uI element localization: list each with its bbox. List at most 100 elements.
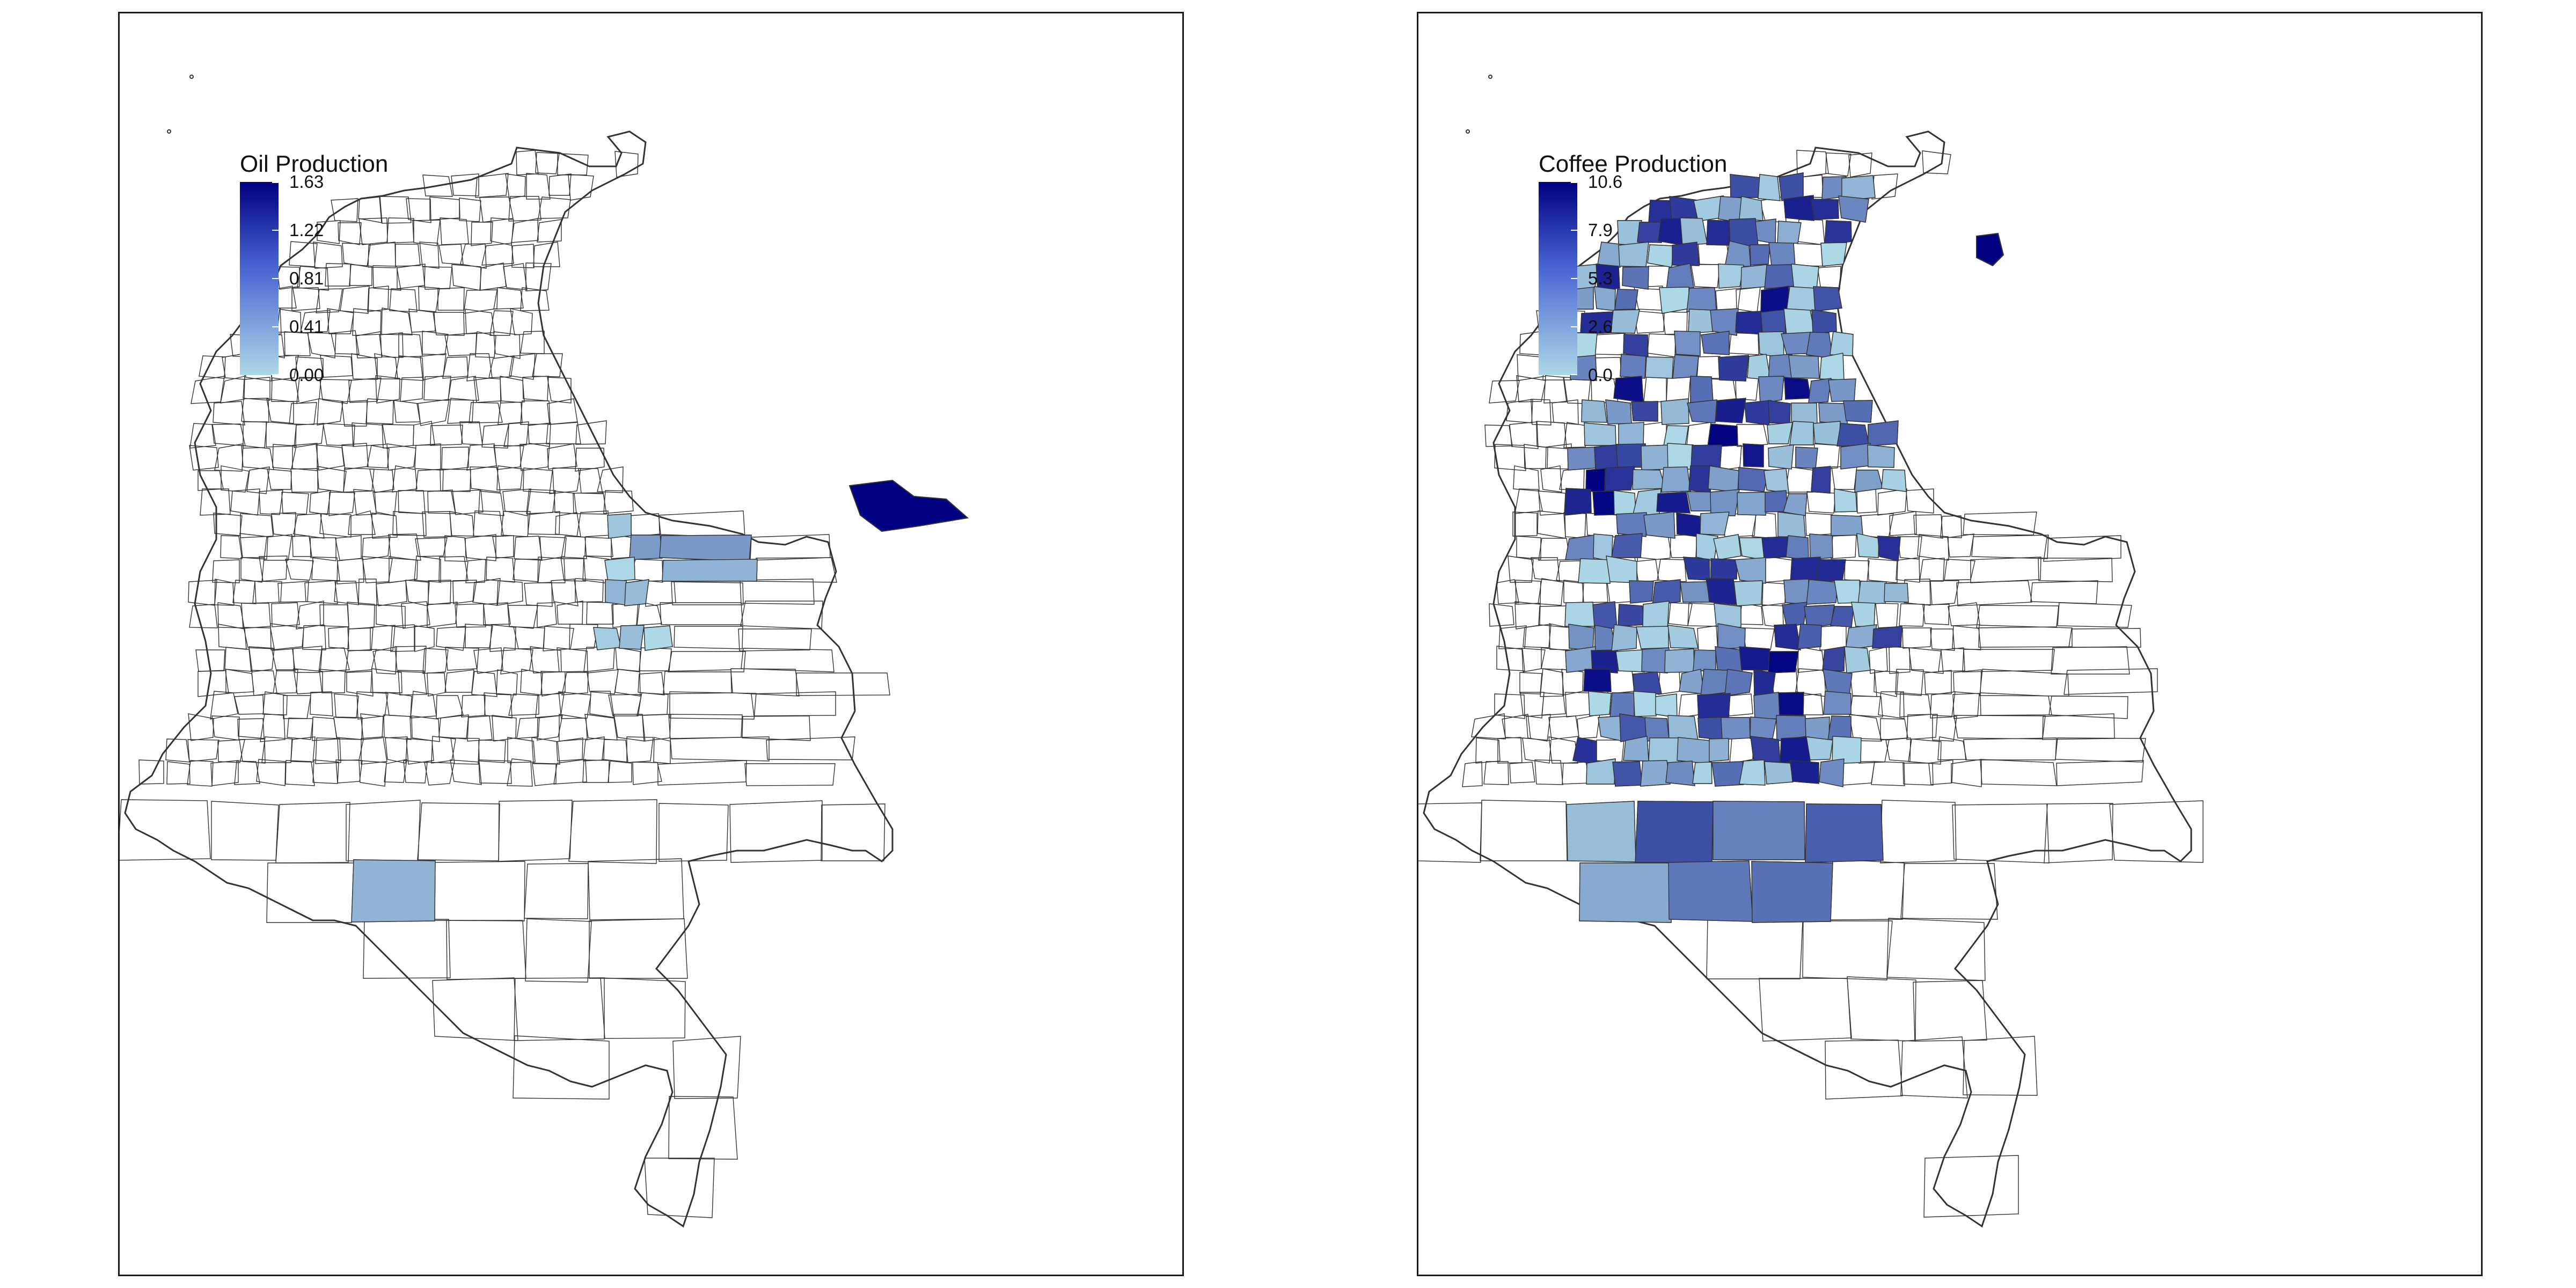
production-region <box>1641 444 1672 471</box>
municipality <box>569 624 598 650</box>
municipality <box>1507 555 1534 583</box>
country-border <box>124 130 894 1228</box>
municipality <box>505 173 526 199</box>
production-region <box>1877 536 1901 561</box>
production-region <box>1737 492 1767 516</box>
municipality <box>1937 736 1967 760</box>
municipality <box>1895 669 1924 696</box>
municipality <box>358 196 382 223</box>
production-region <box>593 627 621 650</box>
municipality <box>502 488 531 516</box>
production-region <box>1777 511 1806 538</box>
municipality <box>1976 605 2059 628</box>
municipality <box>310 691 333 716</box>
municipality <box>239 533 268 560</box>
municipality <box>240 513 274 538</box>
production-region <box>1779 172 1804 201</box>
municipality <box>422 331 449 355</box>
municipality <box>489 624 516 652</box>
production-region <box>1738 467 1769 492</box>
production-region <box>1824 220 1852 245</box>
municipality <box>556 737 583 762</box>
municipality <box>738 628 812 652</box>
municipality <box>1908 647 1944 674</box>
municipality <box>1878 691 1905 719</box>
production-region <box>1854 470 1883 493</box>
municipality <box>166 761 191 785</box>
municipality <box>379 196 412 224</box>
production-region <box>1713 801 1805 860</box>
municipality <box>296 601 324 630</box>
municipality <box>451 173 479 196</box>
municipality <box>266 398 294 424</box>
municipality <box>416 399 450 426</box>
municipality <box>312 759 339 784</box>
municipality <box>478 491 504 516</box>
municipality <box>368 241 396 268</box>
municipality <box>433 312 465 336</box>
municipality <box>821 803 885 861</box>
municipality <box>1922 604 1950 625</box>
production-region <box>1584 422 1616 446</box>
production-region <box>1637 222 1663 243</box>
municipality <box>1526 714 1551 742</box>
production-region <box>1823 691 1851 715</box>
production-region <box>1845 624 1877 650</box>
municipality <box>575 578 604 603</box>
municipality <box>348 510 376 535</box>
municipality <box>389 556 418 583</box>
municipality <box>1932 715 1957 742</box>
municipality <box>370 625 396 651</box>
municipality <box>414 443 441 471</box>
production-region <box>1768 651 1799 674</box>
municipality <box>1483 761 1509 785</box>
municipality <box>267 469 292 490</box>
municipality <box>291 287 320 311</box>
municipality <box>319 379 352 404</box>
municipality <box>668 651 746 672</box>
production-region <box>1767 422 1793 444</box>
municipality <box>1509 421 1539 449</box>
oil-map-svg <box>120 75 969 1228</box>
municipality <box>422 648 449 674</box>
municipality <box>465 559 486 583</box>
municipality <box>578 468 603 494</box>
municipality <box>730 668 800 697</box>
municipality <box>230 488 260 516</box>
municipality <box>488 355 515 378</box>
municipality <box>221 465 250 493</box>
production-region <box>1623 736 1649 762</box>
municipality <box>489 310 514 336</box>
production-region <box>1592 601 1618 629</box>
municipality <box>195 649 225 672</box>
production-region <box>1761 536 1789 559</box>
municipality <box>292 646 323 673</box>
municipality <box>187 739 219 762</box>
municipality <box>469 402 503 423</box>
municipality <box>2063 668 2158 695</box>
production-region <box>1785 535 1809 561</box>
production-region <box>1641 647 1670 674</box>
production-region <box>619 625 645 650</box>
municipality <box>473 647 503 674</box>
municipality <box>481 423 509 449</box>
production-region <box>1753 692 1780 720</box>
municipality <box>1540 668 1563 697</box>
municipality <box>1825 152 1851 177</box>
municipality <box>1484 425 1513 447</box>
municipality <box>334 693 359 719</box>
municipality <box>658 803 729 862</box>
municipality <box>240 557 265 583</box>
municipality <box>294 423 324 448</box>
municipality <box>508 196 541 222</box>
municipality <box>632 762 662 785</box>
municipality <box>496 669 518 696</box>
municipality <box>270 623 304 650</box>
municipality <box>1889 511 1917 536</box>
oil-legend-label: 0.81 <box>289 268 324 288</box>
municipality <box>273 669 298 694</box>
island <box>167 129 171 134</box>
municipality <box>548 173 572 196</box>
production-region <box>1795 447 1818 469</box>
municipality <box>307 332 336 358</box>
